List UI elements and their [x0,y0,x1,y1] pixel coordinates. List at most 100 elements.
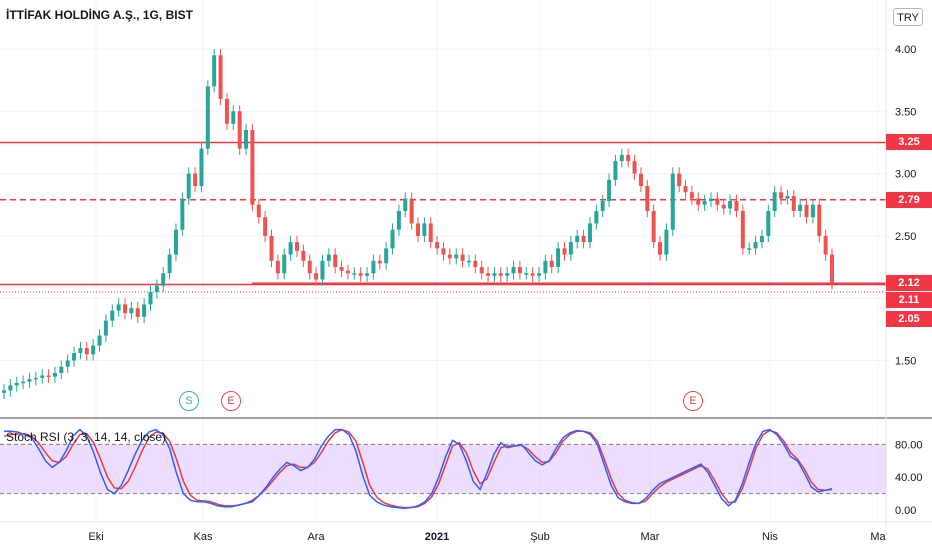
symbol-title[interactable]: İTTİFAK HOLDİNG A.Ş., 1G, BIST [6,8,193,22]
time-tick-label: Eki [88,531,103,543]
candle [129,308,134,314]
candle [798,204,803,211]
candle [549,260,554,268]
candle [466,260,471,263]
candle [231,111,236,124]
stoch-band-fill [0,444,886,494]
stoch-k-line [4,428,833,510]
candle [390,229,395,249]
currency-button[interactable]: TRY [893,8,923,26]
candle [205,86,210,149]
candle [498,273,503,276]
indicator-title[interactable]: Stoch RSI (3, 3, 14, 14, close) [6,430,167,444]
candle [2,390,6,393]
candle [785,196,790,199]
price-tick-label: 1.50 [895,356,916,368]
candle [263,217,268,236]
candle [59,366,64,373]
grid-lines [0,0,886,522]
candle [33,377,38,380]
price-tick-label: 3.00 [895,169,916,181]
candle [186,173,191,199]
candle [409,198,414,224]
candle [384,248,389,264]
candle [460,254,465,261]
candle [830,254,834,284]
candle [435,242,440,249]
candle [562,248,567,255]
candle [740,210,745,249]
candle [645,186,650,211]
candle [670,173,675,230]
candle [575,235,580,243]
stoch-tick-label: 40.00 [895,472,923,484]
candle [479,267,484,274]
stoch-d-line [3,428,833,509]
candle [52,372,57,377]
candle [658,242,663,255]
candle [517,267,522,274]
candle [46,375,51,377]
candle [78,348,83,354]
price-tag-dashed-level: 2.79 [886,191,932,208]
candle [301,250,306,261]
candle [619,154,624,162]
candle [345,270,350,274]
candle [167,254,172,274]
candle [505,273,510,276]
candle [14,382,19,386]
price-tag-support-lower: 2.11 [886,292,932,309]
candle [530,273,535,276]
candle [416,223,420,236]
candle [511,267,516,274]
candle [250,129,255,205]
candle [161,273,166,286]
candle [103,320,108,336]
candle [702,201,707,205]
candle [626,154,631,162]
earnings-event-icon[interactable]: E [221,391,241,411]
candle [556,248,561,268]
stoch-band [0,443,886,495]
candle [154,285,159,292]
candle [8,385,13,391]
candle [173,229,178,255]
time-tick-label: Ma [870,531,886,543]
candle [810,204,815,218]
earnings-event-icon[interactable]: E [683,391,703,411]
candle [823,235,828,255]
candle [358,273,363,276]
candle [607,179,612,202]
candle [199,148,204,187]
candle [123,304,128,314]
candle [135,308,140,317]
candle [779,192,784,199]
candle [40,375,45,378]
candle [333,254,338,268]
candle [632,161,637,174]
price-tag-resistance: 3.25 [886,134,932,151]
candle [766,210,771,236]
candle [307,260,312,274]
candle [326,254,331,261]
candle [377,260,382,264]
time-tick-label: 2021 [425,531,449,543]
price-tick-label: 4.00 [895,44,916,56]
split-event-icon[interactable]: S [179,391,199,411]
candle [288,242,293,255]
candle [537,273,542,276]
candle [492,273,497,276]
candle [759,235,764,243]
candle [486,273,491,276]
candle [568,242,573,255]
candle [116,304,121,311]
candle [294,242,299,251]
candle [65,360,70,367]
candle [791,196,796,211]
candle [180,198,185,230]
candle [543,260,548,274]
price-tag-support: 2.12 [886,275,932,292]
price-tag-last-price: 2.05 [886,311,932,328]
candle [708,198,713,202]
